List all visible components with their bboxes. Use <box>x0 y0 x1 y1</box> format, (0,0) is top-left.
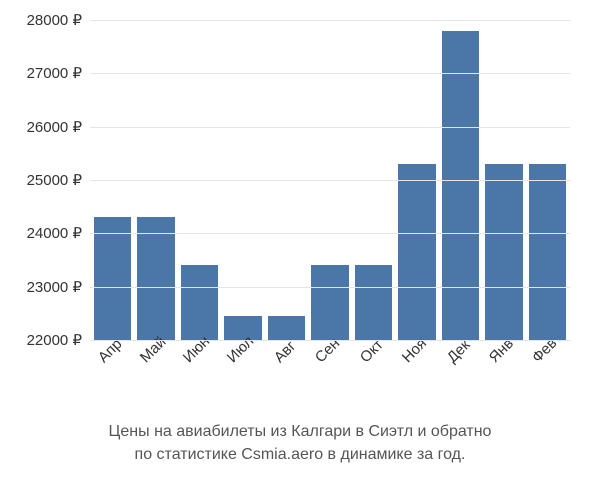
bar-slot: Сен <box>311 265 348 340</box>
x-axis-label: Авг <box>271 338 300 367</box>
y-axis-label: 26000 ₽ <box>27 118 82 136</box>
caption-line-2: по статистике Csmia.aero в динамике за г… <box>135 446 466 463</box>
grid-line <box>90 233 570 234</box>
y-axis-label: 24000 ₽ <box>27 224 82 242</box>
bar-slot: Дек <box>442 31 479 340</box>
bar <box>485 164 522 340</box>
y-axis-label: 25000 ₽ <box>27 171 82 189</box>
bar <box>311 265 348 340</box>
caption-line-1: Цены на авиабилеты из Калгари в Сиэтл и … <box>109 423 492 440</box>
bar-slot: Окт <box>355 265 392 340</box>
bar-slot: Фев <box>529 164 566 340</box>
bar-slot: Май <box>137 217 174 340</box>
price-bar-chart: АпрМайИюнИюлАвгСенОктНояДекЯнвФев 22000 … <box>90 20 570 340</box>
y-axis-label: 28000 ₽ <box>27 11 82 29</box>
bar-slot: Авг <box>268 316 305 340</box>
y-axis-label: 23000 ₽ <box>27 278 82 296</box>
grid-line <box>90 340 570 341</box>
bar-slot: Апр <box>94 217 131 340</box>
grid-line <box>90 127 570 128</box>
grid-line <box>90 287 570 288</box>
grid-line <box>90 73 570 74</box>
bar-slot: Июл <box>224 316 261 340</box>
grid-line <box>90 20 570 21</box>
grid-line <box>90 180 570 181</box>
bar-slot: Июн <box>181 265 218 340</box>
bar <box>181 265 218 340</box>
y-axis-label: 22000 ₽ <box>27 331 82 349</box>
bar <box>94 217 131 340</box>
y-axis-label: 27000 ₽ <box>27 64 82 82</box>
bar-slot: Янв <box>485 164 522 340</box>
bar <box>137 217 174 340</box>
bar <box>268 316 305 340</box>
bar <box>398 164 435 340</box>
bar <box>355 265 392 340</box>
bar <box>442 31 479 340</box>
bar <box>529 164 566 340</box>
bar-slot: Ноя <box>398 164 435 340</box>
chart-caption: Цены на авиабилеты из Калгари в Сиэтл и … <box>0 420 600 466</box>
